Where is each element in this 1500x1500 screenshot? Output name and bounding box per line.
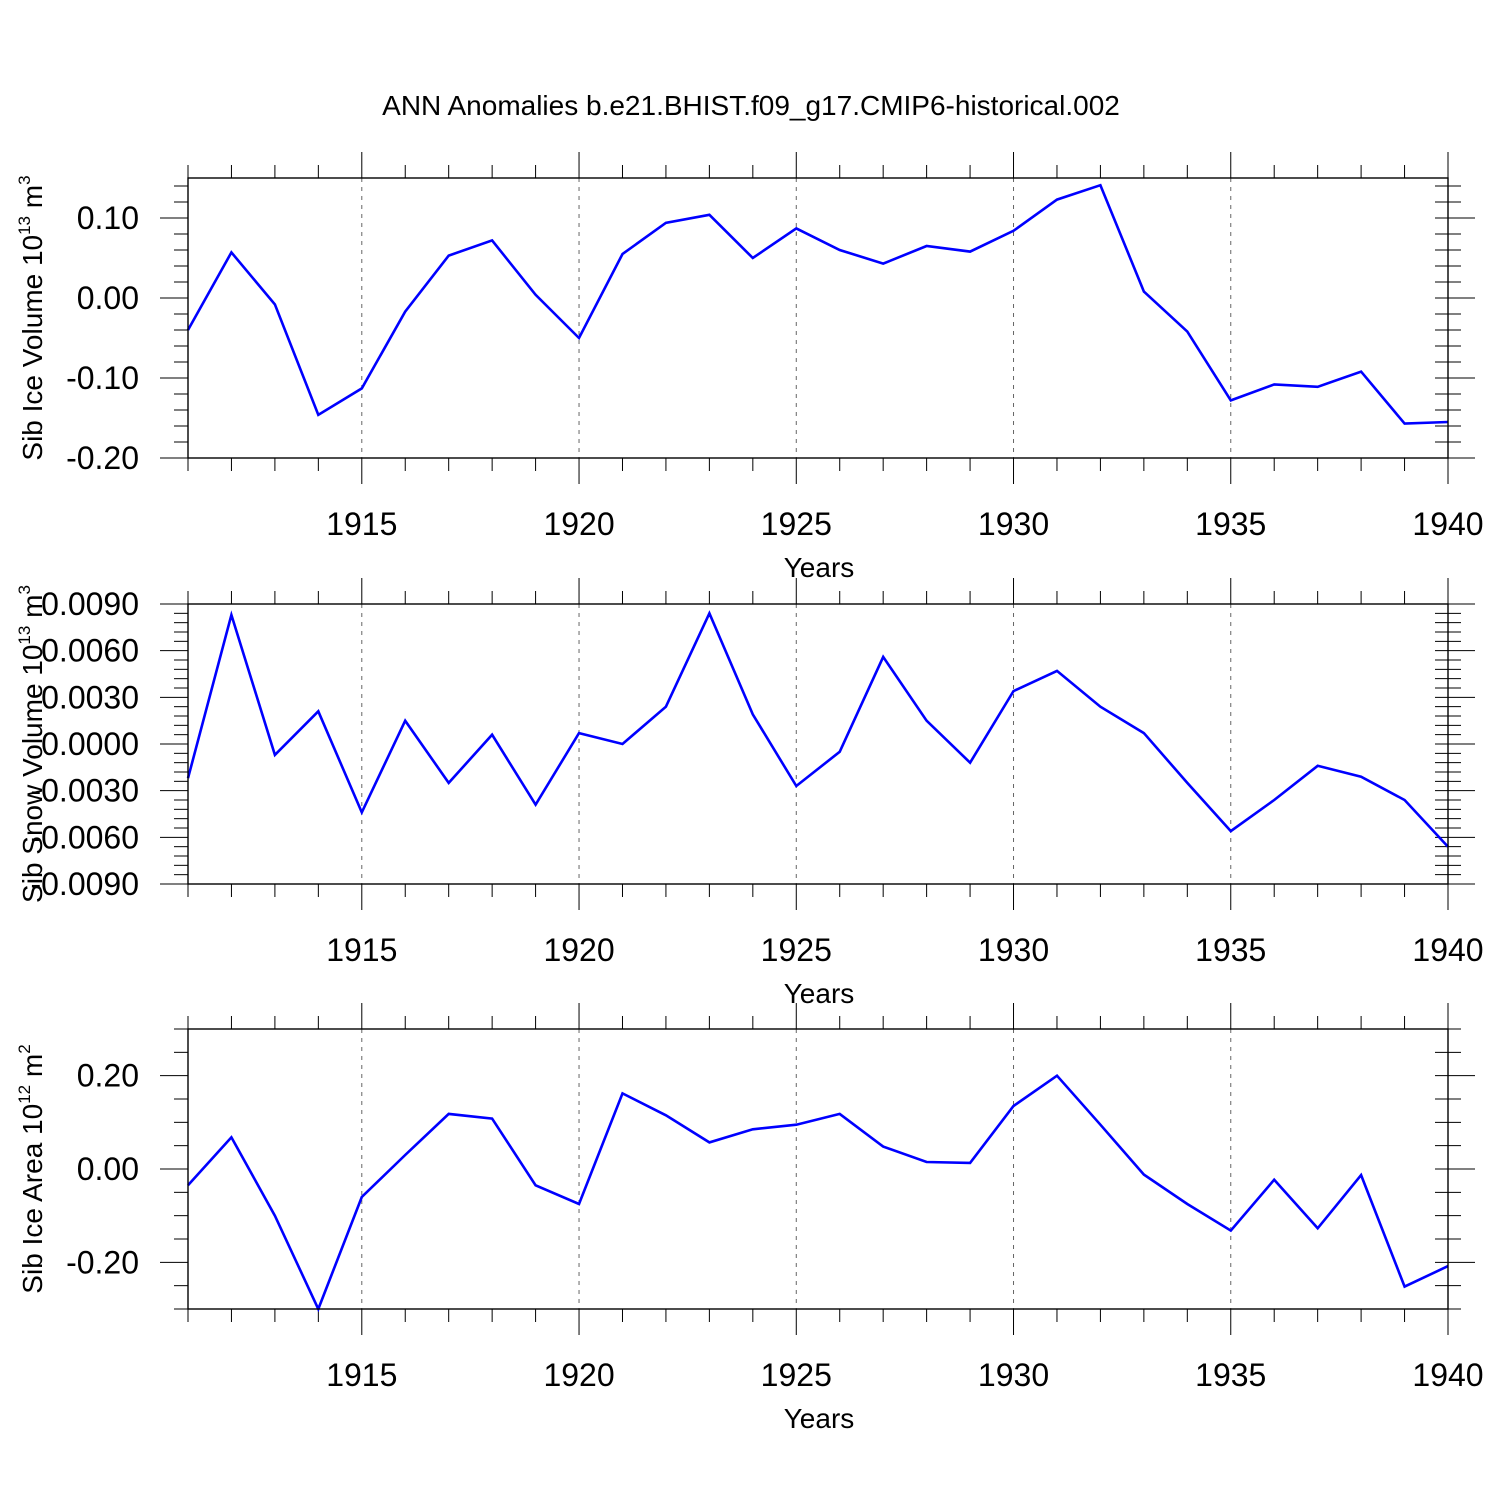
y-axis-title-unit: m [17, 185, 48, 216]
x-tick-label: 1930 [978, 932, 1049, 968]
plot-frame [187, 177, 1449, 459]
series-line-1 [187, 1073, 1449, 1313]
x-tick-label: 1925 [761, 506, 832, 542]
y-axis-title-exponent: 12 [15, 1085, 34, 1104]
plot-frame [187, 603, 1449, 885]
figure-title: ANN Anomalies b.e21.BHIST.f09_g17.CMIP6-… [382, 90, 1120, 121]
y-tick-label: 0.20 [77, 1058, 139, 1094]
y-tick-label: -0.0030 [30, 773, 139, 809]
y-tick-label: -0.10 [66, 360, 139, 396]
y-axis-title-unit-exponent: 3 [15, 175, 34, 184]
y-axis-title-text: Sib Ice Volume 10 [17, 235, 48, 461]
x-tick-label: 1940 [1412, 506, 1483, 542]
y-axis-title-unit: m [17, 595, 48, 626]
panels: -0.20 -0.10 0.00 0.10 1915 1920 1925 1930 1935 19… [15, 152, 1484, 1434]
series-line-1 [186, 610, 1449, 848]
y-axis-title-unit-exponent: 2 [15, 1044, 34, 1053]
panel-1: -0.20 -0.10 0.00 0.10 1915 1920 1925 1930 1935 19… [15, 152, 1484, 583]
y-axis-title-exponent: 13 [15, 626, 34, 645]
y-axis-title: Sib Ice Volume 1013 m3 [15, 175, 48, 460]
x-tick-label: 1935 [1195, 506, 1266, 542]
x-tick-label: 1930 [978, 506, 1049, 542]
x-tick-label: 1935 [1195, 932, 1266, 968]
x-axis-title: Years [784, 978, 855, 1009]
y-tick-label: 0.00 [77, 1151, 139, 1187]
x-tick-label: 1920 [543, 506, 614, 542]
y-axis-title-exponent: 13 [15, 216, 34, 235]
y-axis-title: Sib Ice Area 1012 m2 [15, 1044, 48, 1293]
y-axis-title-text: Sib Ice Area 10 [17, 1104, 48, 1294]
x-tick-label: 1940 [1412, 932, 1483, 968]
y-tick-label: -0.20 [66, 1244, 139, 1280]
x-tick-label: 1920 [543, 932, 614, 968]
y-tick-label: -0.0090 [30, 866, 139, 902]
y-axis-title: Sib Snow Volume 1013 m3 [15, 585, 48, 903]
x-axis-title: Years [784, 552, 855, 583]
x-tick-label: 1930 [978, 1357, 1049, 1393]
plot-frame [187, 1028, 1449, 1310]
y-tick-label: 0.0030 [41, 679, 139, 715]
y-tick-label: 0.0000 [41, 726, 139, 762]
series-line-1 [186, 183, 1449, 425]
x-tick-label: 1925 [761, 1357, 832, 1393]
y-axis-title-text: Sib Snow Volume 10 [17, 645, 48, 903]
x-tick-label: 1915 [326, 506, 397, 542]
x-tick-label: 1935 [1195, 1357, 1266, 1393]
panel-2: -0.0090 -0.0060 -0.0030 0.0000 0.0030 0.0060 0… [15, 578, 1484, 1009]
y-axis-title-unit-exponent: 3 [15, 585, 34, 594]
y-tick-label: 0.10 [77, 200, 139, 236]
y-tick-label: -0.20 [66, 440, 139, 476]
x-tick-label: 1920 [543, 1357, 614, 1393]
panel-3: -0.20 0.00 0.20 1915 1920 1925 1930 1935 1940 Yea… [15, 1003, 1484, 1434]
x-tick-label: 1940 [1412, 1357, 1483, 1393]
x-tick-label: 1915 [326, 1357, 397, 1393]
y-tick-label: -0.0060 [30, 819, 139, 855]
x-axis-title: Years [784, 1403, 855, 1434]
x-tick-label: 1925 [761, 932, 832, 968]
x-tick-label: 1915 [326, 932, 397, 968]
y-tick-label: 0.00 [77, 280, 139, 316]
y-tick-label: 0.0060 [41, 633, 139, 669]
y-axis-title-unit: m [17, 1054, 48, 1085]
y-tick-label: 0.0090 [41, 586, 139, 622]
